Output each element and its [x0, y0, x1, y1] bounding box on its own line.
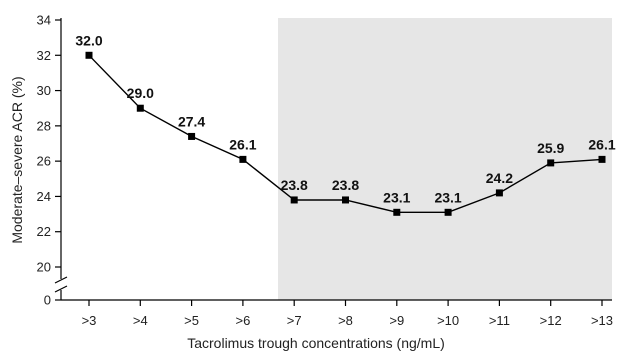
y-tick-label: 32 — [37, 48, 51, 63]
data-point — [444, 208, 452, 216]
data-point — [547, 159, 555, 167]
data-point — [239, 155, 247, 163]
y-tick-label: 20 — [37, 260, 51, 275]
x-axis-title: Tacrolimus trough concentrations (ng/mL) — [187, 335, 445, 351]
data-label: 25.9 — [537, 140, 564, 156]
data-points — [85, 51, 606, 216]
y-tick-label: 30 — [37, 83, 51, 98]
y-axis — [54, 18, 68, 300]
y-axis-title: Moderate–severe ACR (%) — [9, 76, 25, 243]
x-tick-label: >13 — [591, 313, 613, 328]
data-label: 24.2 — [486, 170, 513, 186]
data-label: 23.8 — [281, 177, 308, 193]
y-tick-label: 28 — [37, 118, 51, 133]
data-label: 26.1 — [588, 136, 615, 152]
x-ticks: >3 >4 >5 >6 >7 >8 >9 >10 >11 >12 >13 — [82, 300, 613, 328]
y-tick-label: 24 — [37, 189, 51, 204]
data-point — [598, 155, 606, 163]
data-label: 23.1 — [383, 189, 410, 205]
data-labels: 32.0 29.0 27.4 26.1 23.8 23.8 23.1 23.1 24.2 25.9… — [75, 32, 615, 205]
shaded-region — [278, 18, 612, 300]
data-point — [188, 132, 196, 140]
data-point — [290, 196, 298, 204]
data-point — [85, 51, 93, 59]
x-tick-label: >11 — [489, 313, 510, 328]
y-tick-label: 0 — [44, 293, 51, 308]
y-tick-label: 34 — [37, 13, 51, 28]
y-tick-label: 22 — [37, 224, 51, 239]
y-axis-break-mark — [54, 276, 68, 293]
x-tick-label: >10 — [437, 313, 459, 328]
data-point — [393, 208, 401, 216]
data-point — [342, 196, 349, 204]
data-label: 23.8 — [332, 177, 359, 193]
y-ticks: 0 20 22 24 26 28 30 32 34 — [37, 13, 61, 308]
data-point — [136, 104, 144, 112]
data-label: 27.4 — [178, 113, 205, 129]
x-tick-label: >12 — [540, 313, 562, 328]
x-tick-label: >8 — [338, 313, 353, 328]
x-tick-label: >6 — [235, 313, 250, 328]
y-tick-label: 26 — [37, 154, 51, 169]
x-tick-label: >4 — [133, 313, 148, 328]
data-label: 29.0 — [127, 85, 154, 101]
x-tick-label: >3 — [82, 313, 97, 328]
x-tick-label: >9 — [389, 313, 404, 328]
data-label: 23.1 — [434, 189, 461, 205]
x-tick-label: >5 — [184, 313, 199, 328]
x-tick-label: >7 — [287, 313, 302, 328]
data-point — [495, 189, 503, 197]
data-label: 32.0 — [75, 32, 102, 48]
data-label: 26.1 — [229, 136, 256, 152]
